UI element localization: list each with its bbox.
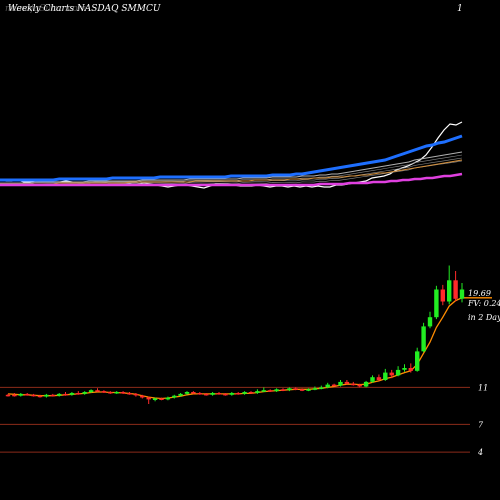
candle-body-46 [299, 389, 305, 391]
candle-body-65 [421, 326, 426, 352]
candle-body-6 [44, 394, 49, 397]
candle-body-13 [88, 390, 94, 392]
candle-body-23 [152, 398, 158, 400]
candle-body-3 [25, 393, 30, 396]
candle-body-36 [236, 393, 241, 395]
ma-line-3 [0, 159, 463, 185]
candle-body-1 [12, 394, 17, 397]
level-label-1: 7 [478, 420, 484, 429]
candle-body-45 [293, 388, 298, 390]
candle-body-47 [306, 389, 311, 391]
candle-body-43 [280, 389, 286, 391]
candle-body-10 [69, 393, 75, 395]
price-level-lines [0, 386, 470, 453]
candle-body-51 [331, 384, 337, 387]
candle-body-17 [114, 392, 119, 394]
candle-body-57 [370, 377, 375, 382]
candle-body-38 [248, 392, 254, 394]
candle-body-68 [440, 289, 445, 302]
ma-line-1 [0, 134, 463, 182]
price-ma-line [7, 297, 492, 400]
ma-line-2 [0, 151, 463, 184]
candle-body-66 [427, 317, 433, 327]
candle-body-15 [101, 391, 107, 393]
ma-line-4 [0, 172, 463, 187]
candle-body-52 [338, 381, 343, 386]
candle-body-55 [357, 384, 362, 387]
candle-body-40 [261, 390, 266, 392]
candlestick-series [5, 265, 465, 404]
candle-body-39 [255, 391, 260, 393]
corner-value: 1 [457, 4, 463, 14]
candle-body-61 [395, 369, 401, 376]
chart-title: Weekly Charts NASDAQ SMMCU [8, 4, 161, 14]
candle-body-16 [108, 392, 113, 394]
price-level-labels: 11 7 4 [477, 383, 488, 457]
candle-body-9 [63, 393, 68, 396]
candle-body-50 [325, 384, 330, 388]
candle-body-33 [216, 393, 222, 395]
candle-body-14 [95, 390, 100, 392]
candle-body-2 [18, 393, 23, 396]
candle-body-5 [37, 395, 43, 398]
candle-body-25 [165, 397, 171, 400]
candle-body-49 [319, 387, 324, 389]
candle-body-29 [191, 392, 196, 394]
candle-body-35 [229, 393, 234, 395]
candle-body-19 [127, 393, 132, 395]
candle-body-44 [287, 388, 292, 391]
candle-body-27 [178, 393, 183, 396]
candle-body-37 [242, 392, 247, 394]
candle-body-11 [76, 393, 81, 395]
candle-body-34 [223, 393, 228, 396]
candle-body-41 [268, 390, 273, 392]
level-label-2: 4 [477, 448, 483, 457]
period-label: in 2 Days [468, 313, 500, 322]
candle-body-48 [312, 388, 318, 390]
candle-body-12 [82, 392, 87, 394]
candle-body-59 [383, 372, 388, 380]
change-label: FV: 0.24 X [467, 299, 500, 308]
candle-body-62 [402, 368, 407, 370]
candle-body-22 [146, 397, 151, 400]
watermark: munafaSutra.com [5, 4, 86, 14]
candle-body-58 [376, 377, 382, 380]
candle-body-70 [453, 280, 458, 299]
candle-body-21 [140, 395, 145, 398]
candle-body-71 [459, 289, 465, 299]
candle-body-7 [50, 394, 55, 397]
candle-body-8 [57, 393, 62, 396]
candle-body-63 [408, 368, 413, 371]
candle-body-32 [210, 393, 215, 395]
candle-body-54 [351, 383, 356, 386]
candle-body-26 [172, 395, 177, 398]
price-label: 19.69 [468, 289, 491, 298]
candle-body-53 [344, 381, 350, 384]
candle-body-24 [159, 398, 164, 400]
candle-body-69 [447, 280, 452, 302]
candle-body-56 [363, 381, 369, 387]
level-label-0: 11 [478, 383, 488, 392]
candle-body-4 [31, 394, 36, 397]
candle-body-30 [197, 393, 202, 395]
moving-average-panel [0, 121, 463, 189]
candle-body-31 [204, 393, 209, 396]
candle-body-64 [415, 351, 420, 371]
candle-body-67 [434, 289, 439, 318]
candle-body-42 [274, 389, 279, 392]
candle-body-20 [133, 393, 139, 396]
candle-body-18 [120, 392, 126, 394]
candle-body-60 [389, 372, 394, 376]
price-moving-average [7, 297, 492, 400]
candle-body-0 [5, 394, 11, 397]
candle-body-28 [184, 392, 190, 394]
